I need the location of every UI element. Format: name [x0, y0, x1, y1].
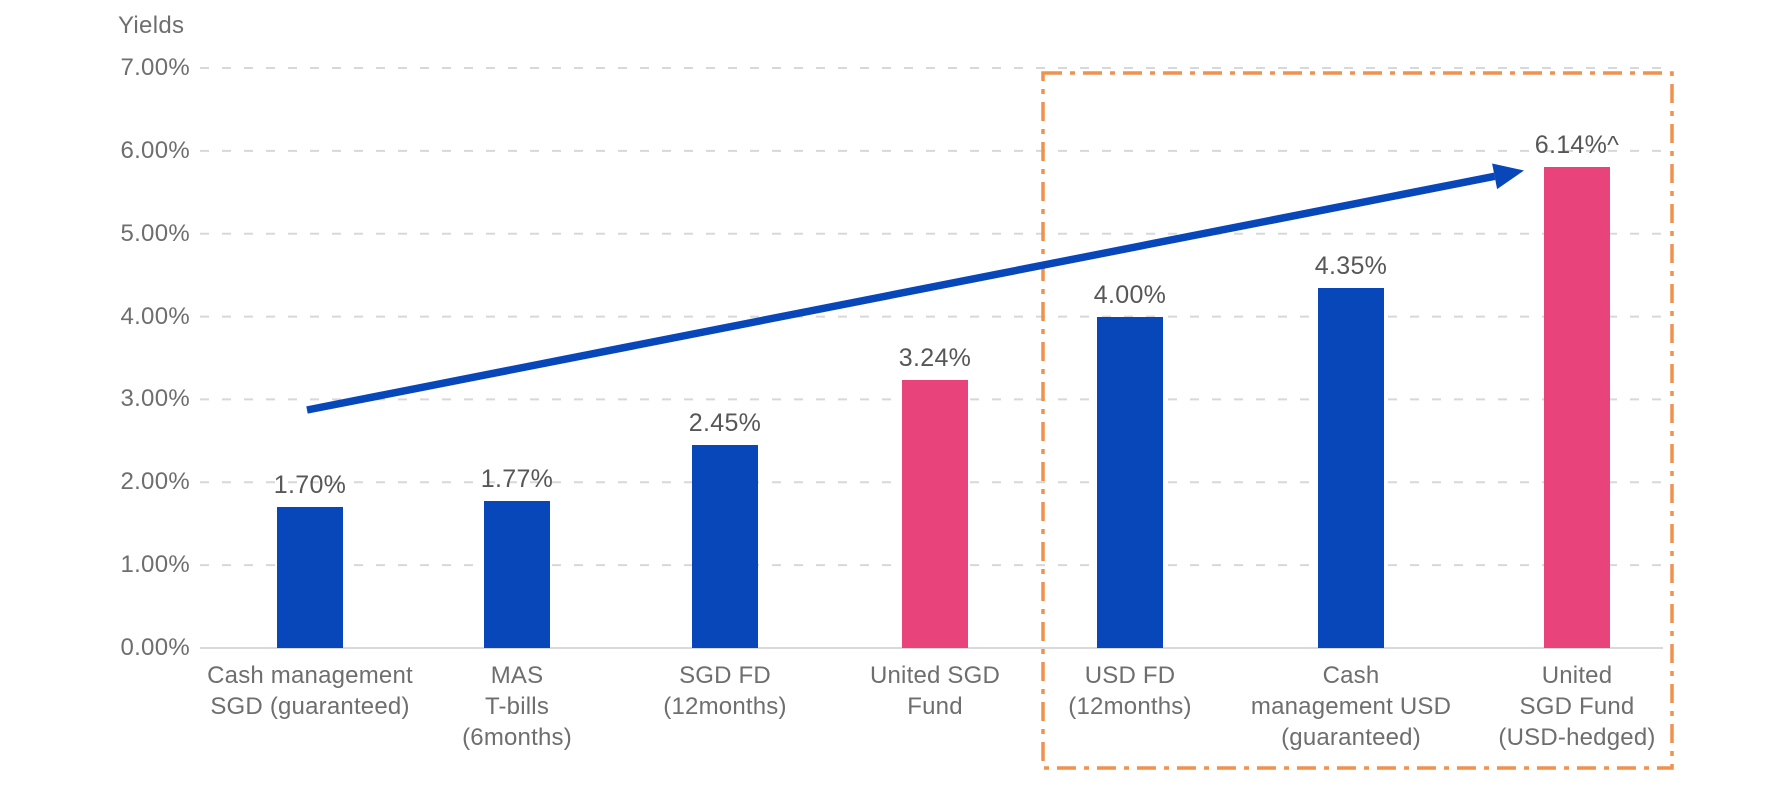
bar-category-label: USD FD (12months)	[980, 660, 1280, 722]
bar-category-label-line: SGD FD	[679, 662, 771, 689]
bar-category-label-line: MAS	[490, 662, 544, 689]
bar-value-label: 3.24%	[898, 343, 972, 372]
bar-value-label: 2.45%	[688, 409, 762, 437]
bar	[1544, 166, 1610, 648]
bar-category-label-line: United SGD	[869, 662, 1001, 689]
bar-category-label: United SGD Fund (USD-hedged)	[1427, 660, 1727, 753]
bar-value-label: 6.14%^	[1534, 130, 1620, 159]
bar-category-label-line: management USD	[1250, 693, 1452, 720]
bar-category-label-line: Cash	[1322, 662, 1380, 689]
bar-category-label-line: SGD Fund	[1519, 693, 1635, 720]
bar-value-label: 1.70%	[273, 471, 347, 500]
bar-category-label: SGD FD (12months)	[575, 660, 875, 722]
bar-category-label-line: SGD (guaranteed)	[210, 693, 410, 720]
bar-category-label: Cash management SGD (guaranteed)	[160, 660, 460, 722]
bar-category-label-line: (USD-hedged)	[1498, 724, 1656, 751]
y-tick-label: 3.00%	[120, 385, 190, 413]
bar-category-label-line: (12months)	[1068, 693, 1192, 720]
bar-category-label-line: (guaranteed)	[1281, 724, 1421, 751]
y-tick-label: 4.00%	[120, 302, 190, 330]
bar-category-label-line: T-bills	[484, 693, 550, 720]
bar	[692, 445, 758, 648]
bar-category-label-line: Fund	[907, 693, 963, 720]
y-tick-label: 5.00%	[120, 219, 190, 247]
bar-category-label-line: United	[1541, 662, 1613, 689]
bar-value-label: 4.35%	[1314, 251, 1388, 280]
y-axis-title: Yields	[118, 12, 185, 39]
bar-category-label-line: (6months)	[462, 724, 572, 751]
bar-value-label: 4.00%	[1093, 280, 1167, 309]
bar	[902, 379, 968, 648]
y-tick-label: 0.00%	[120, 634, 190, 661]
bar-category-label: United SGD Fund	[785, 660, 1085, 722]
bar	[277, 507, 343, 648]
y-tick-label: 2.00%	[120, 468, 190, 496]
bar-category-label: Cash management USD (guaranteed)	[1201, 660, 1501, 753]
bar-category-label: MAS T-bills (6months)	[367, 660, 667, 753]
bar-category-label-line: USD FD	[1084, 662, 1176, 689]
trend-arrow-head	[1492, 163, 1524, 190]
bar	[1318, 287, 1384, 648]
bar	[1097, 316, 1163, 648]
bar-value-label: 1.77%	[480, 465, 554, 494]
trend-arrow-line	[306, 172, 1496, 414]
y-tick-label: 1.00%	[120, 551, 190, 579]
y-tick-label: 6.00%	[120, 136, 190, 164]
bar	[484, 501, 550, 648]
y-tick-label: 7.00%	[120, 54, 190, 81]
bar-category-label-line: (12months)	[663, 693, 787, 720]
bar-category-label-line: Cash management	[207, 662, 413, 689]
